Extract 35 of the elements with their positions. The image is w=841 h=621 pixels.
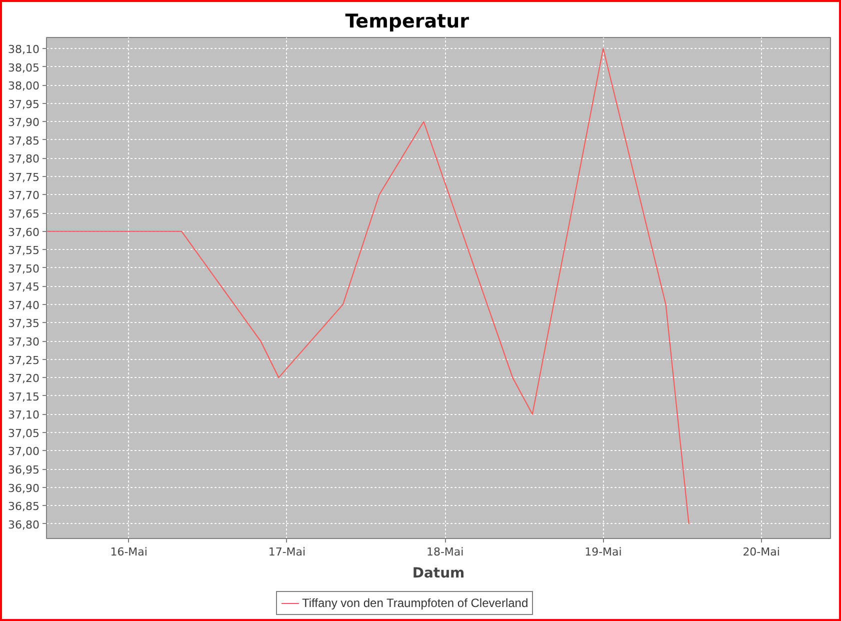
y-tick-label: 37,70 (8, 189, 40, 202)
x-tick-label: 19-Mai (584, 546, 622, 558)
y-tick-label: 37,20 (8, 372, 40, 386)
y-tick-label: 37,60 (8, 226, 40, 239)
y-tick-label: 38,00 (8, 80, 40, 93)
y-tick-label: 37,90 (8, 116, 40, 130)
y-tick-label: 37,10 (8, 408, 40, 422)
x-axis-title: Datum (412, 566, 465, 582)
x-tick-label: 17-Mai (268, 546, 306, 558)
y-tick-label: 38,05 (8, 61, 40, 74)
y-tick-label: 37,05 (8, 426, 40, 440)
y-tick-label: 36,85 (8, 500, 40, 514)
y-tick-label: 37,50 (8, 262, 40, 276)
y-tick-label: 38,10 (8, 42, 40, 56)
y-tick-label: 37,25 (8, 354, 40, 367)
x-tick-label: 18-Mai (426, 546, 464, 558)
y-tick-label: 36,95 (8, 464, 40, 477)
y-tick-label: 37,85 (8, 134, 40, 148)
y-tick-label: 37,45 (8, 280, 40, 294)
legend-label: Tiffany von den Traumpfoten of Cleverland (302, 596, 528, 610)
y-tick-label: 37,95 (8, 98, 40, 111)
y-tick-label: 37,75 (8, 170, 40, 184)
y-tick-label: 37,35 (8, 317, 40, 330)
chart-title: Temperatur (345, 10, 470, 32)
x-tick-label: 16-Mai (110, 546, 148, 558)
y-tick-label: 37,40 (8, 298, 40, 312)
y-tick-label: 37,00 (8, 445, 40, 458)
y-tick-label: 36,80 (8, 518, 40, 532)
y-tick-label: 37,55 (8, 244, 40, 258)
y-tick-label: 37,80 (8, 152, 40, 166)
x-tick-label: 20-Mai (742, 546, 780, 558)
y-tick-label: 37,65 (8, 208, 40, 221)
y-tick-label: 37,30 (8, 336, 40, 349)
y-tick-label: 36,90 (8, 482, 40, 495)
y-tick-label: 37,15 (8, 390, 40, 404)
